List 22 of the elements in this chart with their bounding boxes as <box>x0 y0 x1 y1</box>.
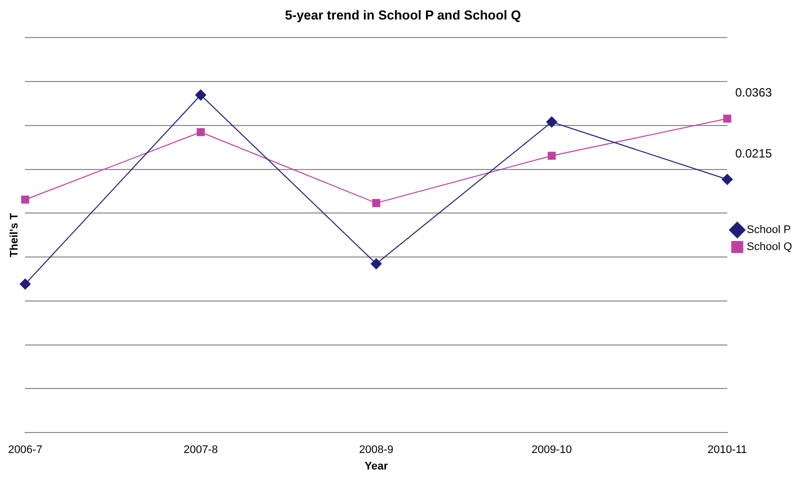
x-tick-label: 2007-8 <box>184 444 218 456</box>
point <box>546 116 558 128</box>
x-tick-label: 2008-9 <box>359 444 394 456</box>
point <box>20 278 31 290</box>
point <box>372 198 380 208</box>
point <box>723 114 732 123</box>
point <box>548 152 556 160</box>
point <box>370 258 382 270</box>
x-tick-label: 2010-11 <box>707 444 748 456</box>
annotation: 0.0215 <box>735 146 772 160</box>
legend-label: School P <box>746 224 791 236</box>
point <box>195 89 206 100</box>
point <box>722 174 733 185</box>
x-tick-label: 2006-7 <box>8 444 42 456</box>
point <box>196 128 205 136</box>
y-axis-title: Theil's T <box>8 212 21 258</box>
point <box>21 196 30 204</box>
x-axis-title: Year <box>364 460 389 472</box>
legend-label: School Q <box>746 241 792 254</box>
annotation: 0.0363 <box>735 86 772 100</box>
chart-title: 5-year trend in School P and School Q <box>285 7 521 22</box>
x-tick-label: 2009-10 <box>532 444 572 456</box>
